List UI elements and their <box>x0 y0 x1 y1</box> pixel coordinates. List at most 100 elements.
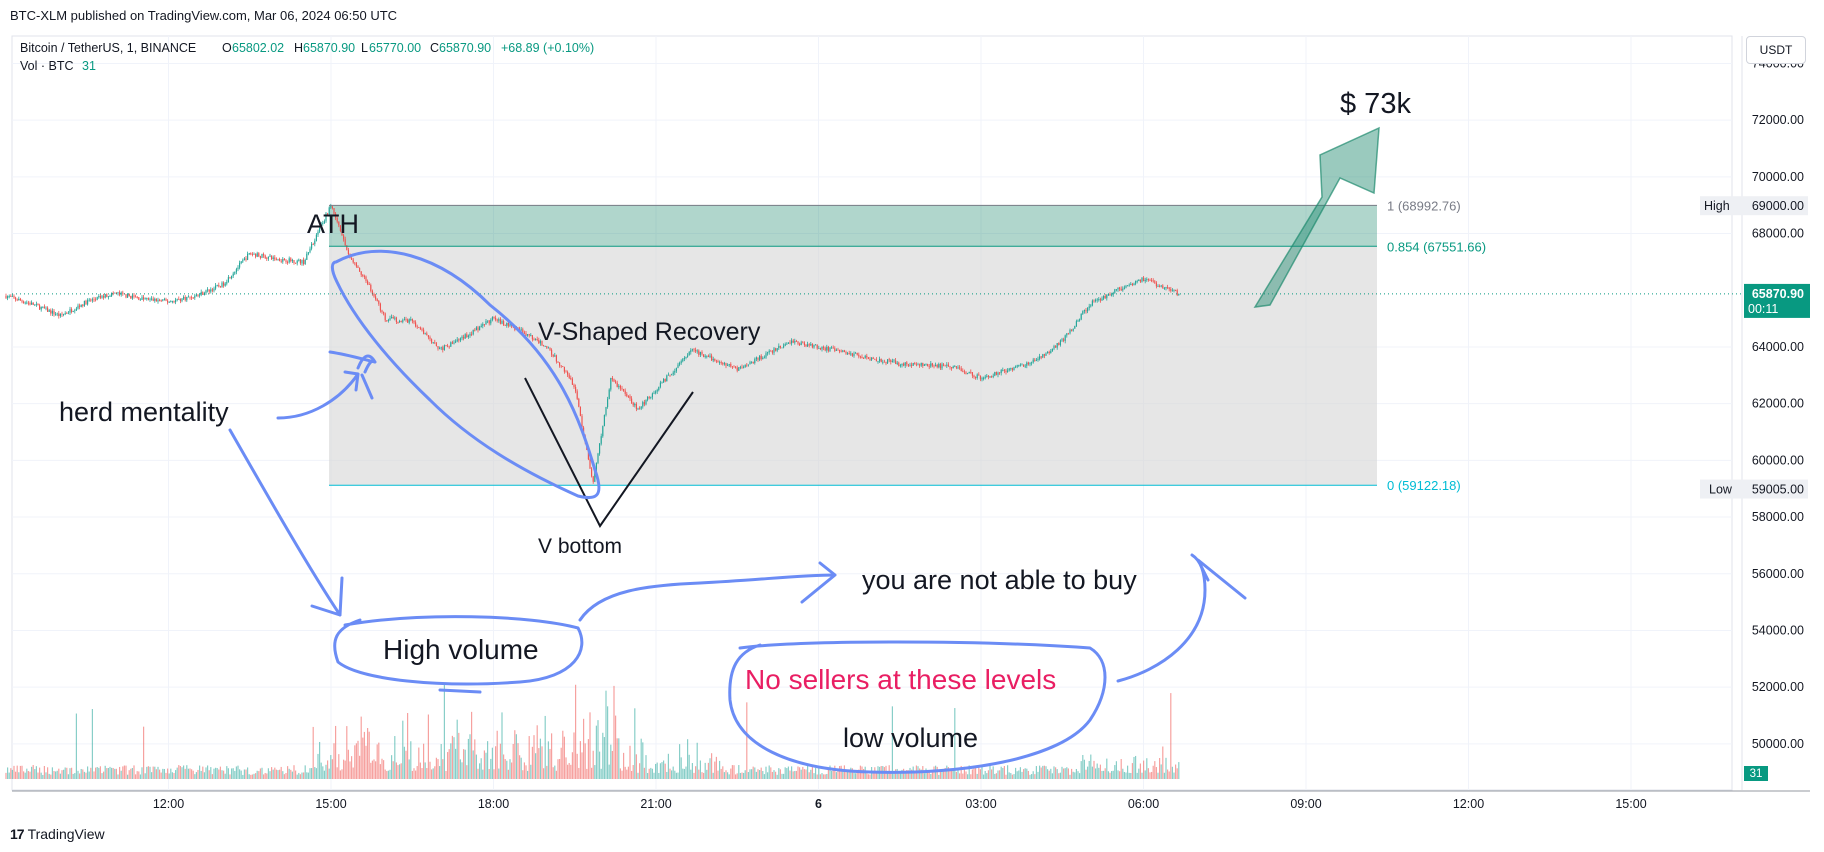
candle-body <box>1104 295 1106 299</box>
volume-bar <box>656 762 658 779</box>
candle-body <box>395 317 397 323</box>
candle-body <box>575 387 577 392</box>
candle-body <box>429 337 431 340</box>
volume-bar <box>439 766 441 779</box>
volume-bar <box>136 771 138 779</box>
x-tick-label: 18:00 <box>478 797 509 811</box>
candle-body <box>976 374 978 379</box>
candle-body <box>842 350 844 352</box>
candle-body <box>359 267 361 272</box>
currency-button[interactable]: USDT <box>1746 36 1806 64</box>
candle-body <box>1136 280 1138 282</box>
candle-body <box>1013 367 1015 371</box>
candle-body <box>115 292 117 294</box>
candle-body <box>1083 310 1085 312</box>
volume-bar <box>1010 773 1012 779</box>
candle-body <box>783 345 785 348</box>
candle-body <box>805 345 807 347</box>
candle-body <box>75 308 77 311</box>
candle-body <box>352 259 354 263</box>
candle-body <box>67 312 69 314</box>
candle-body <box>471 333 473 335</box>
volume-bar <box>707 762 709 779</box>
candle-body <box>754 359 756 363</box>
volume-bar <box>208 770 210 779</box>
volume-bar <box>195 772 197 779</box>
volume-bar <box>426 768 428 779</box>
volume-bar <box>293 765 295 779</box>
candle-body <box>231 276 233 279</box>
volume-bar <box>672 766 674 779</box>
volume-bar <box>61 770 63 779</box>
candle-body <box>295 263 297 264</box>
volume-bar <box>387 770 389 779</box>
volume-bar <box>471 711 473 779</box>
volume-bar <box>1032 771 1034 779</box>
volume-bar <box>930 774 932 779</box>
volume-bar <box>338 754 340 779</box>
volume-bar <box>595 725 597 779</box>
volume-bar <box>1053 766 1055 779</box>
volume-bar <box>765 766 767 779</box>
candle-body <box>266 258 268 259</box>
volume-bar <box>771 771 773 779</box>
candle-body <box>874 358 876 360</box>
volume-bar <box>237 765 239 779</box>
volume-bar <box>931 770 933 779</box>
volume-bar <box>794 770 796 779</box>
candle-body <box>419 327 421 330</box>
candle-body <box>704 356 706 358</box>
candle-body <box>872 357 874 359</box>
volume-bar <box>35 766 37 779</box>
candle-body <box>360 271 362 275</box>
candle-body <box>311 243 313 249</box>
candle-body <box>1139 279 1141 282</box>
candle-body <box>275 259 277 261</box>
candle-body <box>488 320 490 324</box>
volume-bar <box>231 768 233 779</box>
volume-bar <box>778 768 780 779</box>
y-tick-label: 64000.00 <box>1752 340 1804 354</box>
candle-body <box>298 259 300 261</box>
volume-bar <box>151 772 153 779</box>
tradingview-logo[interactable]: 17 TradingView <box>10 826 105 842</box>
fib-label: 0.854 (67551.66) <box>1387 239 1486 254</box>
volume-bar <box>450 743 452 779</box>
volume-bar <box>232 768 234 779</box>
candle-body <box>301 259 303 264</box>
volume-bar <box>130 768 132 779</box>
volume-bar <box>711 753 713 779</box>
volume-bar <box>887 771 889 779</box>
candle-body <box>154 298 156 301</box>
candle-body <box>608 389 610 400</box>
candle-body <box>19 298 21 301</box>
candle-body <box>272 257 274 259</box>
volume-bar <box>11 769 13 779</box>
candle-body <box>1162 285 1164 289</box>
volume-bar <box>749 769 751 779</box>
candle-body <box>304 259 306 264</box>
candle-body <box>27 302 29 304</box>
candle-body <box>90 299 92 301</box>
candle-body <box>973 375 975 378</box>
volume-bar <box>655 763 657 779</box>
volume-bar <box>234 770 236 779</box>
candle-body <box>99 296 101 298</box>
candle-body <box>703 354 705 357</box>
volume-bar <box>895 769 897 779</box>
volume-bar <box>139 774 141 779</box>
volume-bar <box>658 772 660 779</box>
candle-body <box>130 295 132 299</box>
ohlc-l-label: L <box>361 41 368 55</box>
volume-bar <box>59 773 61 779</box>
volume-bar <box>458 732 460 779</box>
volume-bar <box>170 768 172 779</box>
candle-body <box>407 319 409 323</box>
candle-body <box>943 364 945 366</box>
candle-body <box>618 385 620 387</box>
volume-bar <box>805 769 807 779</box>
candle-body <box>461 336 463 339</box>
volume-bar <box>951 768 953 779</box>
candle-body <box>552 354 554 357</box>
